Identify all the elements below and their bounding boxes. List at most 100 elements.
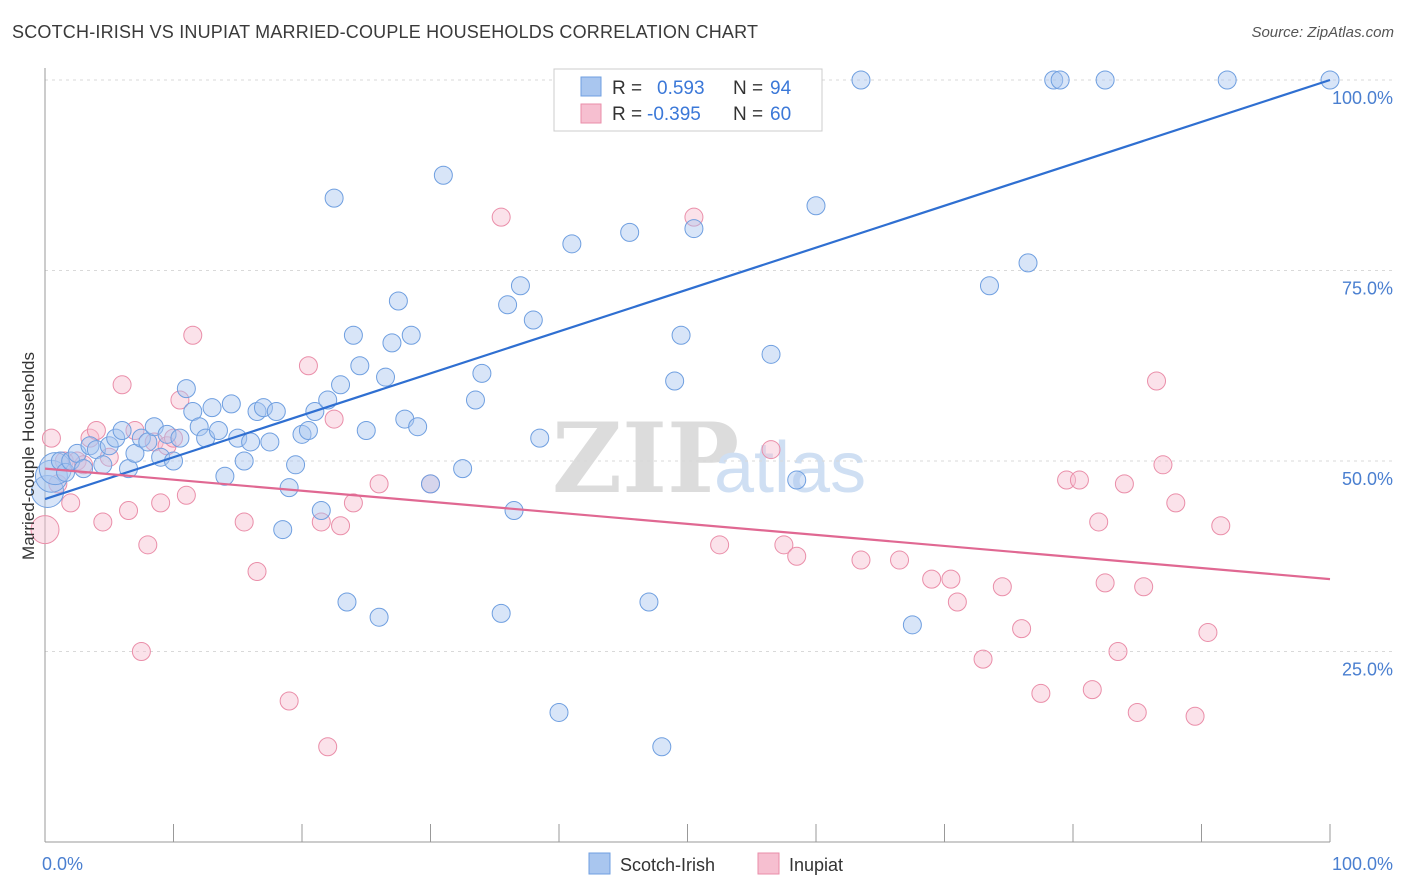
legend-n-value: 60: [770, 104, 791, 125]
data-point: [119, 501, 139, 521]
data-point: [247, 561, 267, 581]
legend-r-label: R =: [612, 78, 642, 99]
data-point: [266, 401, 286, 421]
data-point: [176, 485, 196, 505]
y-tick-label: 25.0%: [1342, 660, 1393, 680]
data-point: [151, 493, 171, 513]
data-point: [298, 356, 318, 376]
correlation-legend: R = 0.593 N = 94 R = -0.395 N = 60: [553, 68, 823, 132]
data-point: [922, 569, 942, 589]
data-point: [376, 367, 396, 387]
data-point: [260, 432, 280, 452]
scotch-irish-trend-line: [44, 78, 1331, 501]
data-point: [176, 379, 196, 399]
watermark-atlas: atlas: [714, 428, 866, 508]
data-point: [331, 516, 351, 536]
data-point: [902, 615, 922, 635]
data-point: [1050, 70, 1070, 90]
data-point: [1127, 702, 1147, 722]
data-point: [1069, 470, 1089, 490]
data-point: [241, 432, 261, 452]
data-point: [279, 691, 299, 711]
legend-r-value: 0.593: [657, 78, 705, 99]
data-point: [453, 459, 473, 479]
data-point: [1134, 577, 1154, 597]
data-point: [1217, 70, 1237, 90]
data-point: [93, 455, 113, 475]
data-point: [234, 512, 254, 532]
data-point: [202, 398, 222, 418]
data-point: [112, 421, 132, 441]
data-point: [684, 207, 704, 227]
data-point: [112, 375, 132, 395]
y-tick-label: 50.0%: [1342, 469, 1393, 489]
data-point: [170, 390, 190, 410]
legend-n-value: 94: [770, 78, 792, 99]
x-tick-label: 100.0%: [1332, 854, 1393, 874]
data-point: [1031, 683, 1051, 703]
data-point: [620, 222, 640, 242]
data-point: [286, 455, 306, 475]
inupiat-points: [30, 207, 1231, 757]
data-point: [1198, 622, 1218, 642]
data-point: [1044, 70, 1064, 90]
data-point: [318, 737, 338, 757]
data-point: [1095, 573, 1115, 593]
data-point: [1114, 474, 1134, 494]
data-point: [710, 535, 730, 555]
series-legend-label: Inupiat: [789, 855, 843, 875]
data-point: [465, 390, 485, 410]
data-point: [253, 398, 273, 418]
legend-n-label: N =: [733, 104, 763, 125]
data-point: [761, 440, 781, 460]
data-point: [170, 428, 190, 448]
data-point: [56, 462, 76, 482]
data-point: [189, 417, 209, 437]
y-tick-label: 75.0%: [1342, 279, 1393, 299]
data-point: [221, 394, 241, 414]
trend-lines: [44, 78, 1331, 581]
inupiat-trend-line: [44, 467, 1331, 581]
data-point: [851, 70, 871, 90]
data-point: [562, 234, 582, 254]
watermark-zip: ZIP: [552, 402, 739, 515]
data-point: [337, 592, 357, 612]
data-point: [369, 607, 389, 627]
data-point: [324, 409, 344, 429]
data-point: [279, 478, 299, 498]
series-legend-swatch-blue: [588, 852, 611, 875]
data-point: [1108, 642, 1128, 661]
legend-swatch-blue: [580, 76, 602, 97]
series-legend-swatch-pink: [757, 852, 780, 875]
data-point: [491, 603, 511, 623]
data-point: [671, 325, 691, 345]
data-point: [106, 428, 126, 448]
data-point: [61, 493, 81, 513]
data-point: [1185, 706, 1205, 726]
scotch-irish-points: [31, 70, 1340, 757]
data-point: [1089, 512, 1109, 532]
data-point: [1018, 253, 1038, 273]
legend-r-label: R =: [612, 104, 642, 125]
legend-n-label: N =: [733, 78, 763, 99]
data-point: [491, 207, 511, 227]
data-point: [138, 535, 158, 555]
data-point: [41, 428, 61, 448]
data-point: [979, 276, 999, 296]
data-point: [234, 451, 254, 471]
data-point: [530, 428, 550, 448]
data-point: [350, 356, 370, 376]
data-point: [1166, 493, 1186, 513]
y-axis-label: Married-couple Households: [19, 352, 38, 560]
axes: [44, 68, 1331, 843]
data-point: [99, 436, 119, 456]
data-point: [890, 550, 910, 570]
data-point: [356, 421, 376, 441]
data-point: [684, 219, 704, 239]
data-point: [433, 165, 453, 185]
data-point: [947, 592, 967, 612]
data-point: [941, 569, 961, 589]
data-point: [992, 577, 1012, 597]
data-point: [74, 459, 94, 479]
data-point: [498, 295, 518, 315]
